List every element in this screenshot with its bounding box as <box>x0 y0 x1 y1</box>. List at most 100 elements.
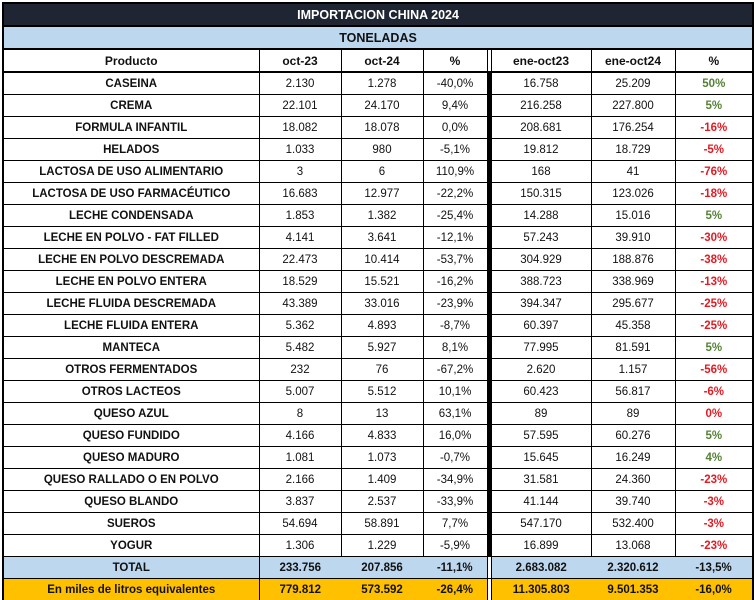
product-name-cell: LECHE EN POLVO - FAT FILLED <box>2 226 260 249</box>
ytd23-value-cell: 216.258 <box>490 94 592 117</box>
product-name-cell: HELADOS <box>2 138 260 161</box>
ytd23-value-cell: 16.899 <box>490 534 592 557</box>
monthly-pct-cell: -5,1% <box>422 138 488 161</box>
oct23-value-cell: 5.007 <box>258 380 342 403</box>
oct23-value-cell: 18.529 <box>258 270 342 293</box>
ytd23-value-cell: 41.144 <box>490 490 592 513</box>
ytd-pct-cell: -5% <box>674 138 754 161</box>
oct24-value-cell: 24.170 <box>340 94 424 117</box>
ytd-pct-cell: -23% <box>674 468 754 491</box>
oct23-value-cell: 4.166 <box>258 424 342 447</box>
ytd23-value-cell: 2.683.082 <box>490 556 591 579</box>
ytd24-value-cell: 188.876 <box>590 248 676 271</box>
ytd23-value-cell: 14.288 <box>490 204 592 227</box>
ytd24-value-cell: 15.016 <box>590 204 676 227</box>
ytd24-value-cell: 1.157 <box>590 358 676 381</box>
monthly-pct-cell: -25,4% <box>422 204 488 227</box>
product-name-cell: YOGUR <box>2 534 260 557</box>
title-row: IMPORTACION CHINA 2024 <box>2 2 754 27</box>
ytd-pct-cell: 5% <box>674 204 754 227</box>
ytd23-value-cell: 57.595 <box>490 424 592 447</box>
ytd23-value-cell: 60.397 <box>490 314 592 337</box>
product-name-cell: QUESO AZUL <box>2 402 260 425</box>
product-row: CASEINA 2.130 1.278 -40,0% 16.758 25.209 50% <box>2 71 754 95</box>
product-name-cell: LECHE CONDENSADA <box>2 204 260 227</box>
ytd23-value-cell: 57.243 <box>490 226 592 249</box>
column-header-row: Producto oct-23 oct-24 % ene-oct23 ene-o… <box>2 48 754 73</box>
ytd-pct-cell: -30% <box>674 226 754 249</box>
ytd-pct-cell: -13,5% <box>674 556 754 579</box>
product-row: LECHE EN POLVO - FAT FILLED 4.141 3.641 -12… <box>2 226 754 249</box>
oct24-value-cell: 5.512 <box>340 380 424 403</box>
product-name-cell: LACTOSA DE USO FARMACÉUTICO <box>2 182 260 205</box>
ytd-pct-cell: -18% <box>674 182 754 205</box>
ytd24-value-cell: 227.800 <box>590 94 676 117</box>
oct23-value-cell: 43.389 <box>258 292 342 315</box>
ytd24-value-cell: 25.209 <box>590 71 676 95</box>
ytd-pct-cell: -16,0% <box>674 578 754 600</box>
monthly-pct-cell: -23,9% <box>422 292 488 315</box>
ytd-pct-cell: -13% <box>674 270 754 293</box>
ytd-pct-cell: -16% <box>674 116 754 139</box>
ytd24-value-cell: 39.910 <box>590 226 676 249</box>
product-name-cell: LECHE EN POLVO ENTERA <box>2 270 260 293</box>
monthly-pct-cell: 8,1% <box>422 336 488 359</box>
ytd24-value-cell: 24.360 <box>590 468 676 491</box>
ytd-pct-cell: 5% <box>674 94 754 117</box>
oct23-value-cell: 232 <box>258 358 342 381</box>
product-name-cell: QUESO BLANDO <box>2 490 260 513</box>
ytd-pct-cell: -25% <box>674 292 754 315</box>
oct24-value-cell: 1.382 <box>340 204 424 227</box>
product-name-cell: CASEINA <box>2 71 260 95</box>
col-header-eneoct24: ene-oct24 <box>590 48 676 73</box>
ytd24-value-cell: 9.501.353 <box>590 578 675 600</box>
table-body: CASEINA 2.130 1.278 -40,0% 16.758 25.209 50% CR… <box>2 71 754 600</box>
table-subtitle: TONELADAS <box>2 25 754 50</box>
oct24-value-cell: 3.641 <box>340 226 424 249</box>
product-row: MANTECA 5.482 5.927 8,1% 77.995 81.591 5% <box>2 336 754 359</box>
product-row: LECHE FLUIDA ENTERA 5.362 4.893 -8,7% 60.397… <box>2 314 754 337</box>
product-row: QUESO AZUL 8 13 63,1% 89 89 0% <box>2 402 754 425</box>
ytd-pct-cell: 50% <box>674 71 754 95</box>
ytd24-value-cell: 45.358 <box>590 314 676 337</box>
product-row: QUESO FUNDIDO 4.166 4.833 16,0% 57.595 60.276… <box>2 424 754 447</box>
col-header-oct23: oct-23 <box>258 48 342 73</box>
oct24-value-cell: 13 <box>340 402 424 425</box>
ytd24-value-cell: 2.320.612 <box>590 556 675 579</box>
ytd23-value-cell: 60.423 <box>490 380 592 403</box>
product-name-cell: MANTECA <box>2 336 260 359</box>
product-name-cell: LECHE FLUIDA ENTERA <box>2 314 260 337</box>
product-name-cell: En miles de litros equivalentes <box>2 578 260 600</box>
monthly-pct-cell: -34,9% <box>422 468 488 491</box>
product-name-cell: LECHE FLUIDA DESCREMADA <box>2 292 260 315</box>
oct23-value-cell: 5.362 <box>258 314 342 337</box>
monthly-pct-cell: -12,1% <box>422 226 488 249</box>
col-header-eneoct23: ene-oct23 <box>490 48 592 73</box>
monthly-pct-cell: 10,1% <box>422 380 488 403</box>
monthly-pct-cell: -8,7% <box>422 314 488 337</box>
ytd24-value-cell: 18.729 <box>590 138 676 161</box>
ytd-pct-cell: -56% <box>674 358 754 381</box>
product-row: YOGUR 1.306 1.229 -5,9% 16.899 13.068 -23% <box>2 534 754 557</box>
oct24-value-cell: 12.977 <box>340 182 424 205</box>
product-row: LECHE FLUIDA DESCREMADA 43.389 33.016 -23,9… <box>2 292 754 315</box>
ytd24-value-cell: 123.026 <box>590 182 676 205</box>
ytd23-value-cell: 394.347 <box>490 292 592 315</box>
monthly-pct-cell: -53,7% <box>422 248 488 271</box>
monthly-pct-cell: -33,9% <box>422 490 488 513</box>
monthly-pct-cell: -5,9% <box>422 534 488 557</box>
monthly-pct-cell: 63,1% <box>422 402 488 425</box>
oct24-value-cell: 4.893 <box>340 314 424 337</box>
monthly-pct-cell: -22,2% <box>422 182 488 205</box>
product-row: LECHE EN POLVO ENTERA 18.529 15.521 -16,2% 3… <box>2 270 754 293</box>
product-row: QUESO MADURO 1.081 1.073 -0,7% 15.645 16.249 4… <box>2 446 754 469</box>
ytd23-value-cell: 31.581 <box>490 468 592 491</box>
ytd-pct-cell: -6% <box>674 380 754 403</box>
oct24-value-cell: 6 <box>340 160 424 183</box>
product-row: OTROS LACTEOS 5.007 5.512 10,1% 60.423 56.817… <box>2 380 754 403</box>
oct24-value-cell: 207.856 <box>340 556 423 579</box>
product-row: CREMA 22.101 24.170 9,4% 216.258 227.800 5% <box>2 94 754 117</box>
oct24-value-cell: 76 <box>340 358 424 381</box>
oct24-value-cell: 5.927 <box>340 336 424 359</box>
